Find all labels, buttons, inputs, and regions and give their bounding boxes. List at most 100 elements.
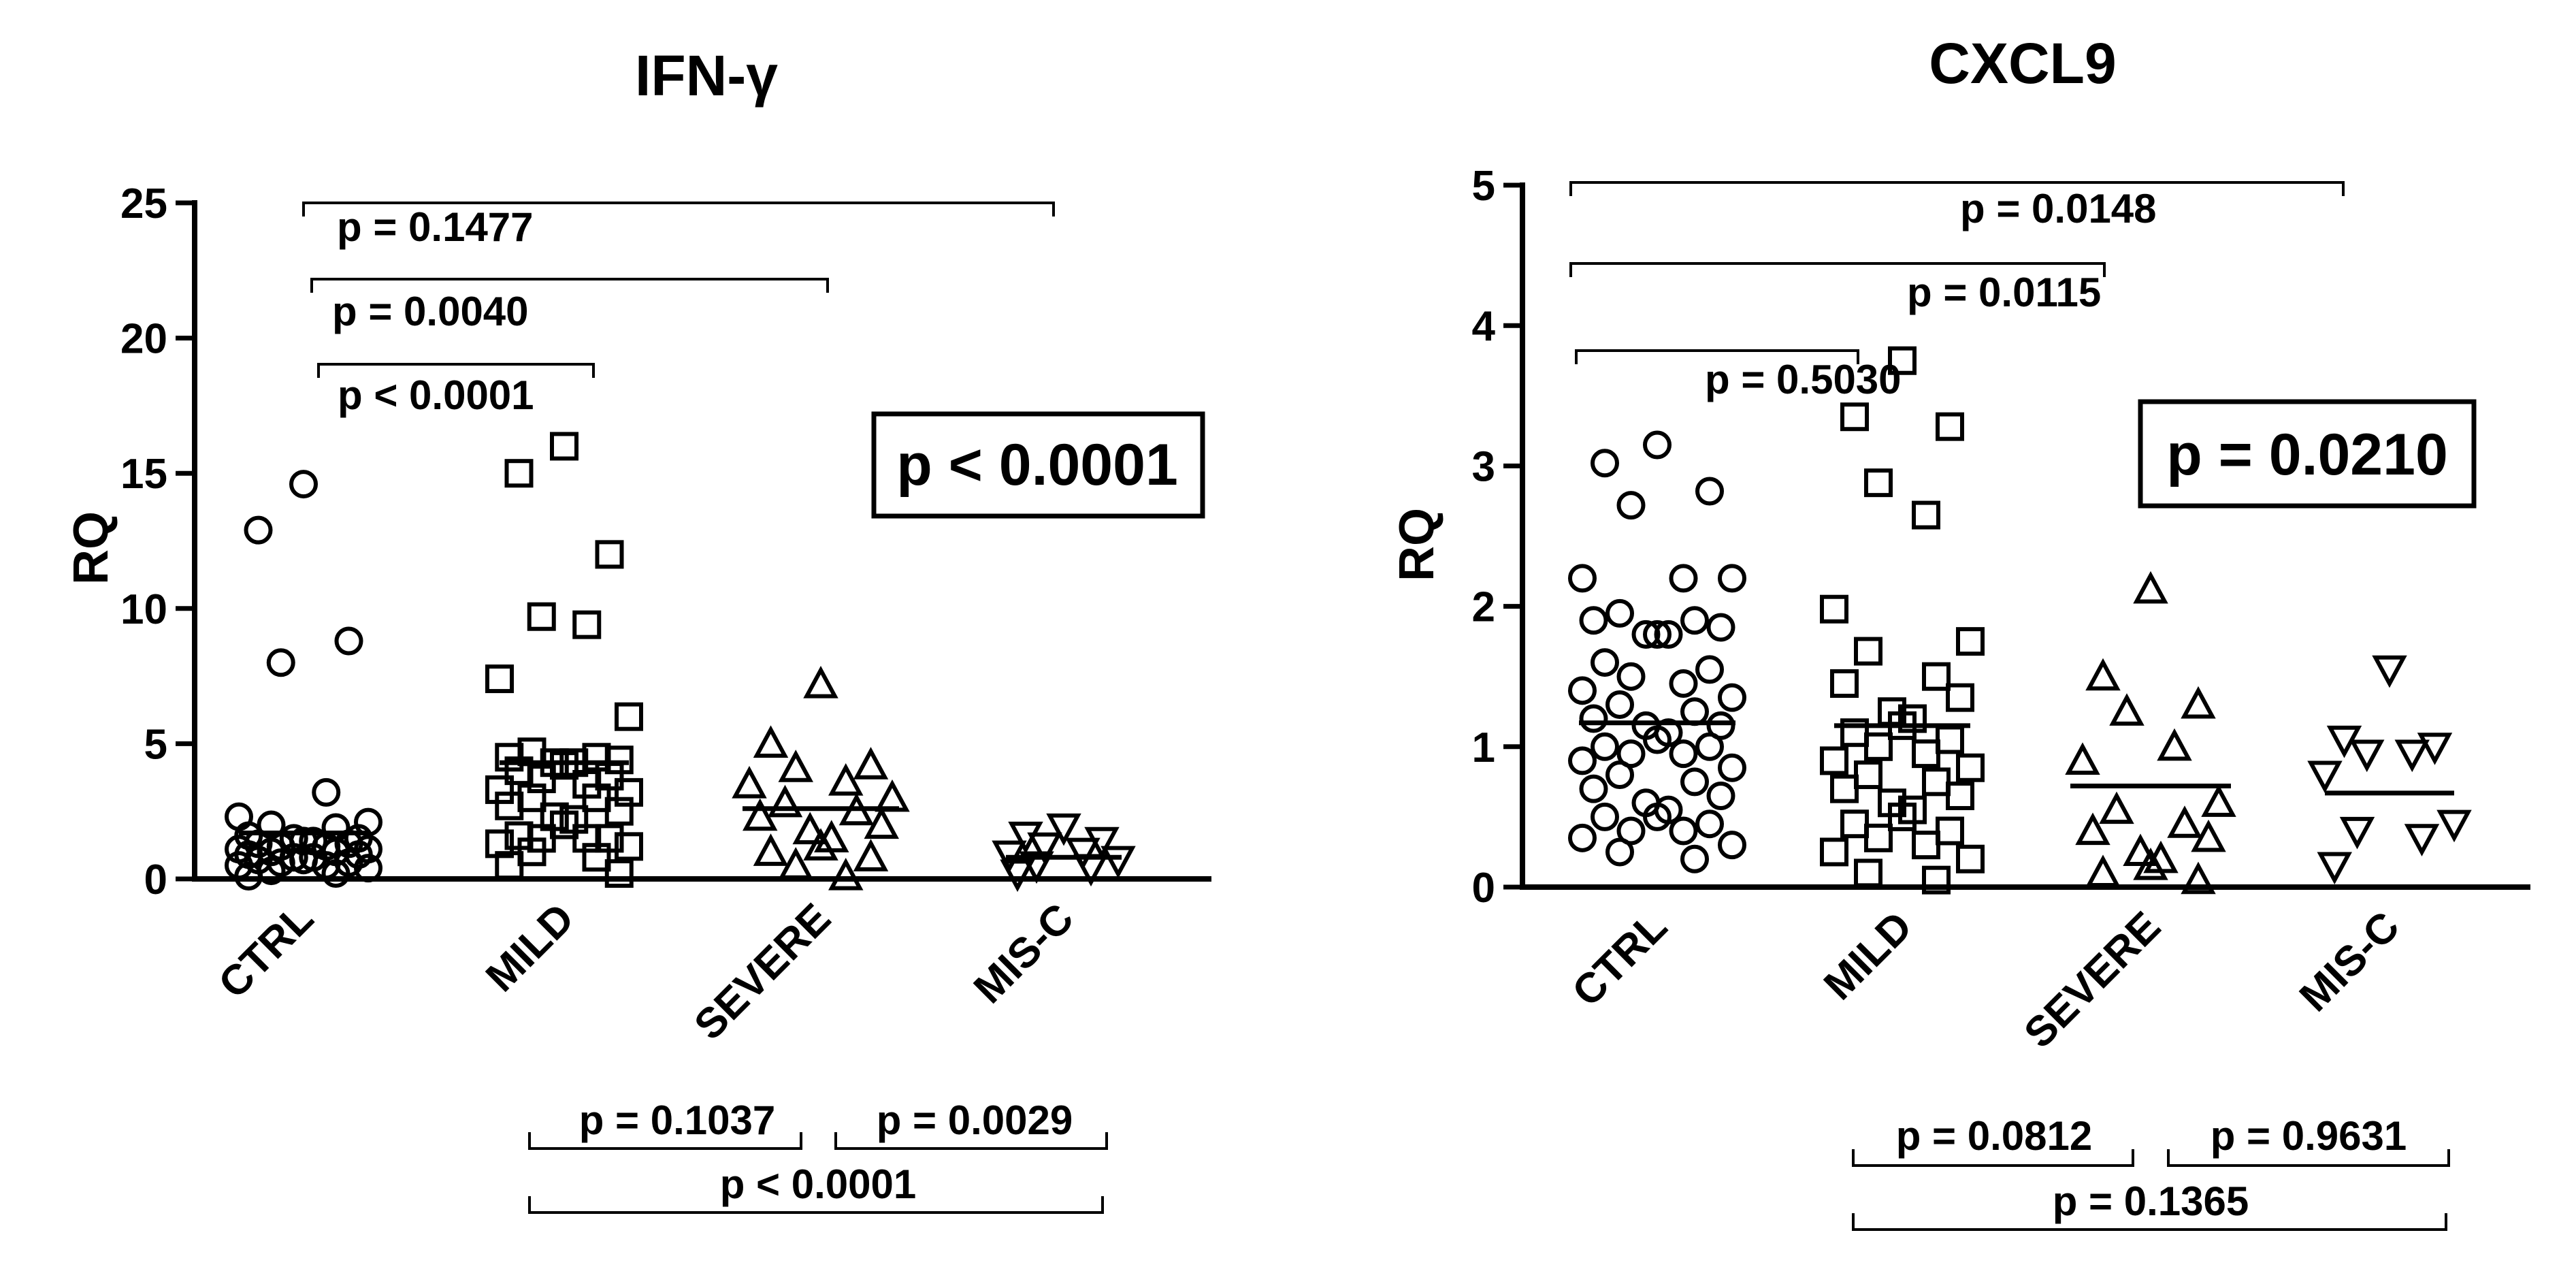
data-point	[2065, 742, 2100, 775]
data-point	[828, 763, 864, 796]
y-tick-label: 2	[1472, 584, 1495, 631]
x-category-label: CTRL	[1563, 903, 1676, 1016]
data-point	[1695, 809, 1724, 839]
data-point	[1840, 809, 1869, 839]
data-point	[1695, 732, 1724, 761]
data-point	[527, 602, 556, 631]
y-tick-label: 5	[144, 721, 167, 768]
data-point	[2181, 861, 2216, 895]
data-point	[1830, 774, 1859, 803]
comparison-bracket	[310, 278, 829, 293]
data-point	[2307, 760, 2343, 794]
data-point	[1568, 823, 1597, 852]
data-point	[743, 798, 778, 831]
data-point	[1579, 606, 1608, 635]
data-point	[321, 859, 350, 888]
data-point	[1680, 697, 1709, 726]
p-value-label: p = 0.0812	[1896, 1113, 2093, 1159]
data-point	[582, 843, 611, 872]
data-point	[1718, 683, 1746, 712]
data-point	[1695, 477, 1724, 506]
data-point	[1922, 767, 1951, 797]
data-point	[234, 862, 263, 891]
y-tick-label: 1	[1472, 724, 1495, 771]
data-point	[2085, 658, 2121, 691]
data-point	[1591, 449, 1619, 478]
y-tick-label: 15	[120, 451, 167, 498]
data-point	[1669, 739, 1698, 769]
data-point	[485, 775, 514, 804]
data-point	[753, 725, 789, 758]
comparison-bracket	[317, 363, 595, 378]
data-point	[1830, 669, 1859, 699]
data-point	[1864, 732, 1893, 761]
data-point	[1922, 865, 1951, 895]
data-point	[615, 832, 643, 861]
x-category-label: CTRL	[210, 895, 323, 1008]
data-point	[504, 459, 534, 488]
data-point	[312, 777, 341, 807]
data-point	[2201, 784, 2236, 817]
chart-title: CXCL9	[1929, 31, 2116, 95]
p-value-label: p = 0.1365	[2053, 1178, 2249, 1224]
comparison-bracket	[1569, 181, 2345, 196]
x-category-label: MIS-C	[2291, 903, 2409, 1021]
data-point	[1680, 844, 1709, 873]
series-mis-c	[2307, 655, 2472, 885]
data-point	[2404, 824, 2440, 856]
y-tick-label: 20	[120, 316, 167, 363]
data-point	[1605, 598, 1634, 628]
data-point	[1669, 564, 1698, 593]
data-point	[1591, 802, 1619, 831]
chart-panel-4-0: IFN-γ RQ 0 5 10 15 20 25 CTRL MILD SEVERE MIS-C p = …	[64, 44, 1211, 1214]
data-point	[1718, 564, 1746, 593]
data-point	[1936, 725, 1964, 754]
overall-p-box	[871, 411, 1205, 519]
data-point	[1820, 837, 1848, 867]
data-point	[2157, 728, 2192, 761]
data-point	[753, 833, 789, 866]
data-point	[1820, 746, 1848, 775]
data-point	[1695, 655, 1724, 684]
data-point	[2317, 852, 2352, 885]
data-point	[2394, 739, 2430, 773]
data-point	[2133, 571, 2168, 604]
p-value-label: p = 0.1477	[337, 204, 534, 250]
series-mild	[1820, 346, 1985, 895]
data-point	[1936, 412, 1964, 441]
y-tick-label: 10	[120, 586, 167, 633]
data-point	[1591, 732, 1619, 761]
y-tick-label: 0	[144, 856, 167, 903]
data-point	[1854, 637, 1882, 666]
chart-panel-4-1: CXCL9 RQ 0 1 2 3 4 5 CTRL MILD SEVERE MIS-C p = 0.01…	[1390, 31, 2530, 1231]
y-tick-label: 5	[1472, 163, 1495, 210]
data-point	[1956, 627, 1985, 656]
data-point	[1956, 844, 1985, 873]
p-value-label: p = 0.5030	[1705, 357, 1902, 402]
data-point	[485, 664, 514, 694]
data-point	[1840, 402, 1869, 432]
data-point	[1912, 500, 1940, 530]
data-point	[354, 854, 382, 883]
data-point	[1922, 662, 1951, 691]
data-point	[604, 745, 634, 775]
data-point	[1643, 620, 1672, 649]
series-ctrl	[1568, 430, 1746, 873]
series-severe	[732, 666, 910, 890]
data-point	[1605, 837, 1634, 867]
data-point	[2339, 816, 2375, 850]
data-point	[1046, 813, 1081, 846]
data-point	[244, 515, 273, 545]
data-point	[1643, 430, 1672, 460]
data-point	[2181, 686, 2216, 719]
data-point	[1946, 781, 1974, 810]
comparison-bracket	[302, 202, 1055, 216]
data-point	[595, 540, 624, 569]
p-value-label: p = 0.0040	[332, 289, 529, 334]
data-point	[485, 829, 514, 858]
y-axis-label: RQ	[64, 511, 118, 585]
data-point	[1854, 760, 1882, 790]
data-point	[604, 797, 634, 826]
data-point	[1680, 606, 1709, 635]
